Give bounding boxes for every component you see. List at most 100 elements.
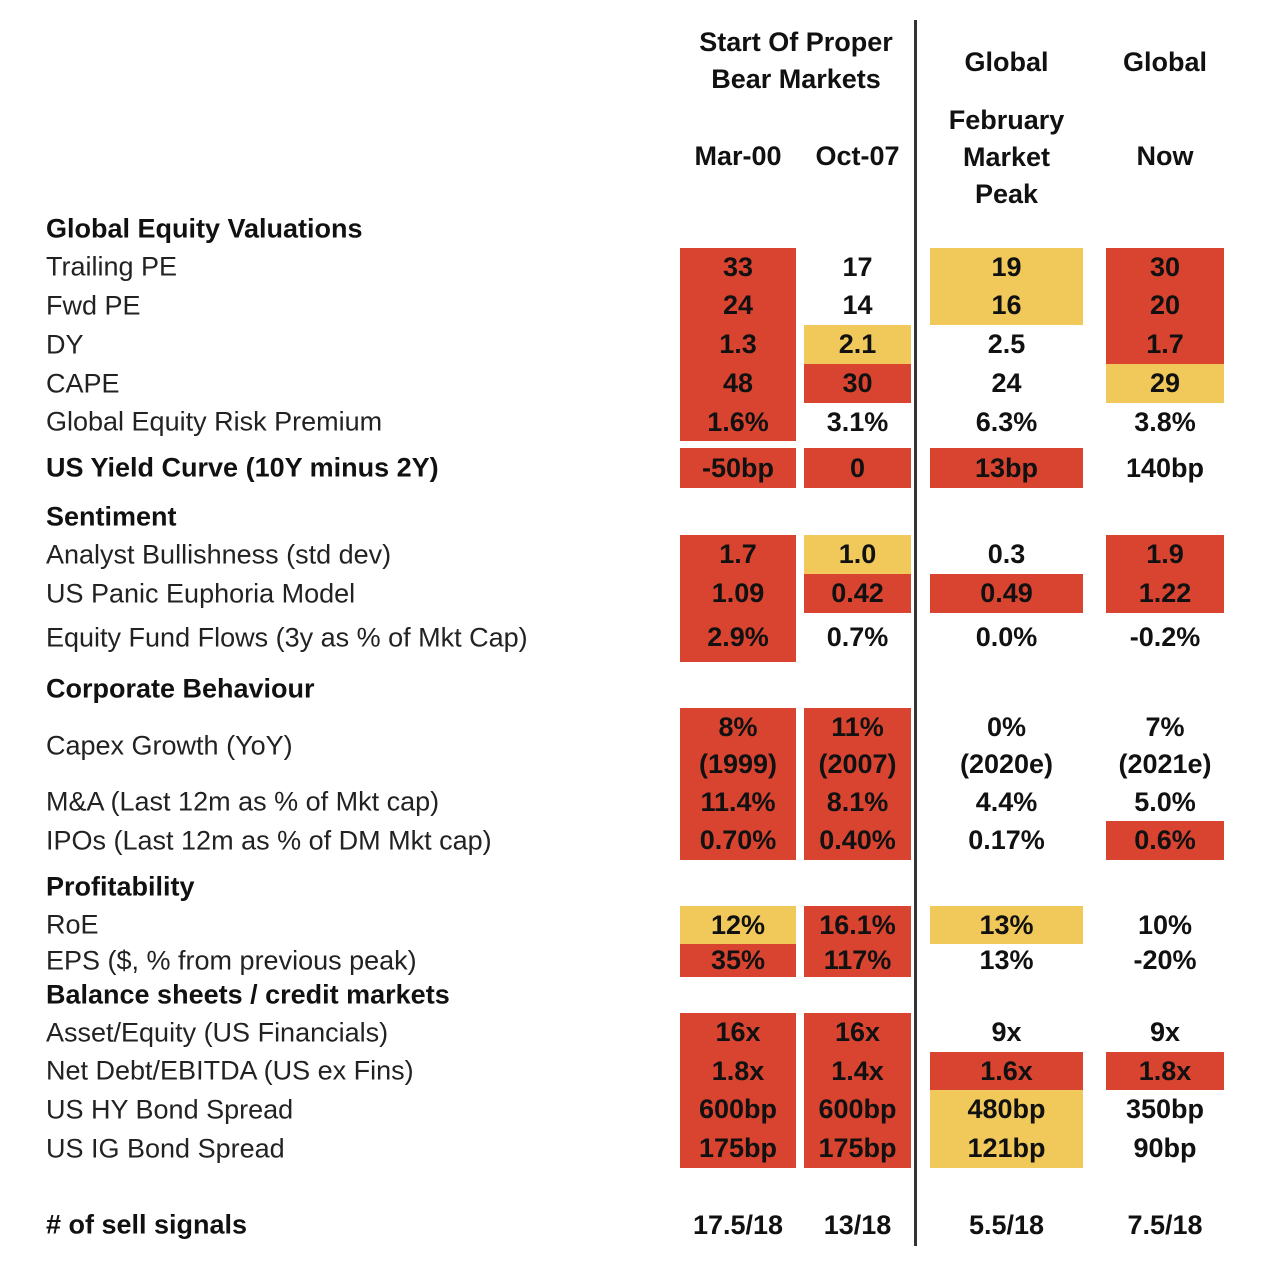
cell-value: 5.0% [1134,786,1196,817]
row-label: US Yield Curve (10Y minus 2Y) [46,452,439,483]
cell-value: 30 [842,368,873,398]
cell-value: 13% [979,945,1034,975]
cell-value: 1.6% [707,406,769,437]
table-cell: 20 [1106,286,1224,325]
cell-value: (1999) [698,748,778,779]
cell-value: 20 [1149,290,1181,320]
cell-value: 1.3 [719,329,757,359]
table-cell: 1.9 [1106,535,1224,574]
cell-value: 1.4x [831,1055,884,1086]
table-cell: 175bp [804,1129,911,1168]
table-cell: 10% [1106,906,1224,944]
table-cell: 1.7 [1106,325,1224,364]
cell-value: 0.42 [831,578,884,608]
column-header-line: Market [962,142,1051,172]
cell-value: -50bp [701,452,774,483]
table-cell: 0% (2020e) [930,708,1083,783]
table-cell: 12% [680,906,796,944]
cell-value: 13/18 [823,1209,892,1240]
cell-value: 12% [710,909,766,940]
cell-value: 7.5/18 [1127,1209,1203,1240]
table-cell: 8% (1999) [680,708,796,783]
cell-value: 35% [710,945,766,975]
table-cell: 24 [680,286,796,325]
table-cell: 175bp [680,1129,796,1168]
cell-value: 29 [1149,368,1181,398]
header-group-bear-markets: Start Of Proper Bear Markets [680,24,912,98]
table-cell: 16 [930,286,1083,325]
row-label: EPS ($, % from previous peak) [46,945,417,975]
column-header-line: Mar-00 [694,141,782,171]
table-cell: 2.1 [804,325,911,364]
cell-value: 10% [1137,909,1193,940]
table-cell: 1.8x [1106,1052,1224,1090]
table-cell: 30 [804,364,911,403]
cell-value: 4.4% [975,786,1038,817]
cell-value: 24 [991,368,1022,398]
row-label: US Panic Euphoria Model [46,578,356,608]
table-cell: 3.8% [1106,403,1224,441]
header-line: Bear Markets [711,64,881,94]
table-cell: 0.70% [680,821,796,860]
cell-value: -20% [1133,945,1197,975]
cell-value: 1.22 [1138,578,1192,608]
cell-value: 16 [991,290,1022,320]
cell-value: 9x [1149,1017,1181,1047]
table-cell: 90bp [1106,1129,1224,1168]
cell-value: 17.5/18 [692,1209,784,1240]
cell-value: 7% [1145,711,1185,742]
header-global-2: Global [1122,47,1207,77]
cell-value: 1.09 [711,578,765,608]
table-cell: 7% (2021e) [1106,708,1224,783]
row-label: US HY Bond Spread [46,1094,294,1124]
table-cell: 35% [680,944,796,977]
table-cell: 0.17% [930,821,1083,860]
table-cell: 121bp [930,1129,1083,1168]
table-cell: 1.3 [680,325,796,364]
row-label: Equity Fund Flows (3y as % of Mkt Cap) [46,622,528,652]
cell-value: 2.5 [987,329,1026,359]
cell-value: 175bp [698,1133,778,1163]
cell-value: 13% [979,909,1034,940]
cell-value: 0.40% [819,825,896,855]
cell-value: (2021e) [1118,748,1212,779]
column-header-line: Now [1136,141,1194,171]
table-cell: 3.1% [804,403,911,441]
section-header: Profitability [46,871,195,902]
table-cell: 1.22 [1106,574,1224,613]
cell-value: 30 [1149,251,1181,282]
cell-value: 0.70% [699,825,777,855]
table-cell: 0.49 [930,574,1083,613]
cell-value: 0 [849,452,866,483]
table-cell: 350bp [1106,1090,1224,1129]
table-cell: 16x [680,1013,796,1052]
cell-value: 6.3% [975,406,1038,437]
table-cell: 2.9% [680,613,796,662]
column-header: Now [1096,138,1234,175]
table-cell: 0.0% [930,613,1083,662]
cell-value: 0.17% [968,825,1045,855]
cell-value: 13bp [974,452,1039,483]
table-cell: 600bp [804,1090,911,1129]
table-cell: 1.7 [680,535,796,574]
table-cell: 1.8x [680,1052,796,1090]
table-cell: 1.4x [804,1052,911,1090]
table-cell: 0 [804,448,911,488]
cell-value: 0.49 [980,578,1033,608]
row-label: US IG Bond Spread [46,1133,285,1163]
cell-value: 3.1% [826,406,889,437]
cell-value: 8% [718,711,758,742]
header-global-1: Global [964,47,1049,77]
table-cell: 16x [804,1013,911,1052]
table-cell: 9x [1106,1013,1224,1052]
cell-value: 1.8x [1138,1055,1192,1086]
row-label: M&A (Last 12m as % of Mkt cap) [46,786,440,817]
column-header-line: February [948,105,1065,135]
cell-value: 2.9% [707,622,769,652]
table-cell: 13/18 [804,1205,911,1245]
cell-value: 1.9 [1146,539,1184,569]
table-cell: 30 [1106,248,1224,286]
column-divider [914,20,917,1246]
table-cell: 13% [930,906,1083,944]
table-cell: -0.2% [1106,613,1224,662]
